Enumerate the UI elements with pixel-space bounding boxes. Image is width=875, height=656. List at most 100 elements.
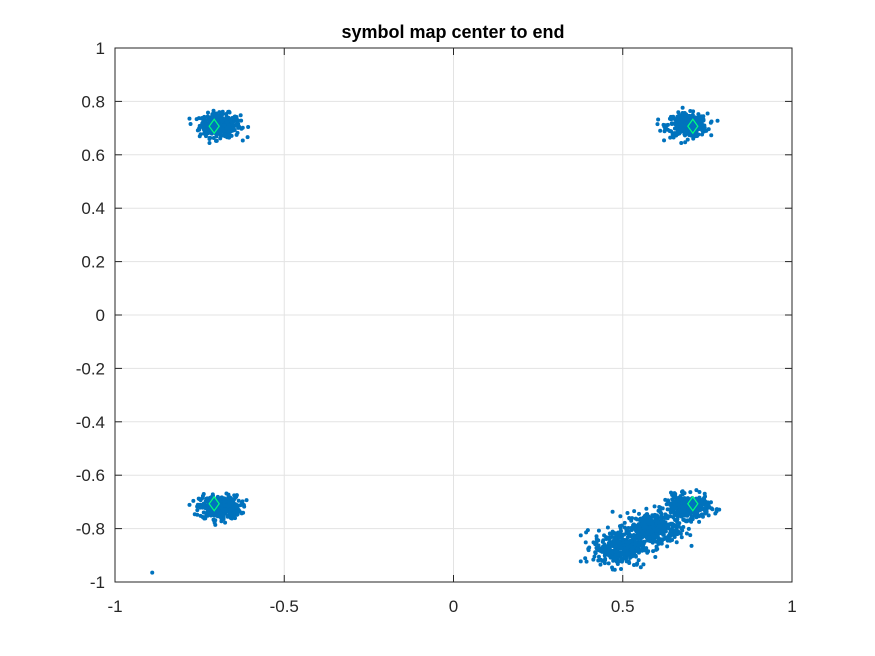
data-point bbox=[647, 535, 652, 540]
data-point bbox=[596, 554, 601, 559]
data-point bbox=[672, 534, 677, 539]
data-point bbox=[675, 502, 680, 507]
data-point bbox=[218, 511, 223, 516]
data-point bbox=[239, 511, 244, 516]
data-point bbox=[667, 129, 672, 134]
data-point bbox=[681, 127, 686, 132]
data-point bbox=[660, 519, 665, 524]
data-point bbox=[228, 118, 233, 123]
data-point bbox=[644, 506, 649, 511]
x-tick-label: -1 bbox=[107, 597, 122, 616]
data-point bbox=[236, 498, 241, 503]
data-point bbox=[671, 500, 676, 505]
data-point bbox=[674, 125, 679, 130]
data-point bbox=[653, 554, 658, 559]
data-point bbox=[613, 537, 618, 542]
data-point bbox=[607, 541, 612, 546]
data-point bbox=[207, 141, 212, 146]
data-point bbox=[209, 130, 214, 135]
data-point bbox=[655, 514, 660, 519]
chart-title: symbol map center to end bbox=[341, 22, 564, 42]
data-point bbox=[205, 110, 210, 115]
data-point bbox=[649, 538, 654, 543]
data-point bbox=[606, 561, 611, 566]
data-point bbox=[697, 489, 702, 494]
x-tick-label: 0 bbox=[449, 597, 458, 616]
data-point bbox=[625, 545, 630, 550]
data-point bbox=[638, 541, 643, 546]
data-point bbox=[685, 512, 690, 517]
data-point bbox=[692, 134, 697, 139]
data-point bbox=[238, 113, 243, 118]
data-point bbox=[684, 531, 689, 536]
data-point bbox=[584, 559, 589, 564]
data-point bbox=[200, 495, 205, 500]
data-point bbox=[206, 115, 211, 120]
data-point bbox=[201, 505, 206, 510]
data-point bbox=[603, 558, 608, 563]
x-axis-ticks: -1 -0.5 0 0.5 1 bbox=[107, 48, 797, 616]
data-point bbox=[656, 524, 661, 529]
data-point bbox=[235, 512, 240, 517]
data-point bbox=[197, 125, 202, 130]
data-point bbox=[236, 121, 241, 126]
data-point bbox=[218, 136, 223, 141]
data-point bbox=[652, 514, 657, 519]
data-point bbox=[244, 498, 249, 503]
data-point bbox=[236, 125, 241, 130]
data-point bbox=[627, 561, 632, 566]
data-point bbox=[701, 125, 706, 130]
y-tick-label: 0.8 bbox=[81, 92, 105, 111]
data-point bbox=[219, 117, 224, 122]
data-point bbox=[637, 525, 642, 530]
data-point bbox=[668, 490, 673, 495]
data-point bbox=[211, 112, 216, 117]
data-point bbox=[673, 122, 678, 127]
data-point bbox=[617, 524, 622, 529]
data-point bbox=[699, 502, 704, 507]
data-point bbox=[203, 134, 208, 139]
data-point bbox=[194, 117, 199, 122]
data-point bbox=[215, 507, 220, 512]
reference-diamond-marker bbox=[208, 495, 220, 512]
data-point bbox=[604, 548, 609, 553]
data-point bbox=[625, 552, 630, 557]
data-point bbox=[705, 111, 710, 116]
data-point bbox=[625, 510, 630, 515]
data-point bbox=[187, 502, 192, 507]
data-point bbox=[641, 525, 646, 530]
data-point bbox=[217, 496, 222, 501]
data-point bbox=[230, 505, 235, 510]
data-point bbox=[675, 529, 680, 534]
data-point bbox=[622, 520, 627, 525]
data-point bbox=[229, 514, 234, 519]
data-point bbox=[198, 513, 203, 518]
data-point bbox=[586, 546, 591, 551]
data-point bbox=[632, 509, 637, 514]
data-point bbox=[200, 121, 205, 126]
data-point bbox=[230, 122, 235, 127]
data-point bbox=[616, 552, 621, 557]
data-point bbox=[669, 117, 674, 122]
data-point bbox=[666, 498, 671, 503]
data-point bbox=[191, 498, 196, 503]
data-point bbox=[688, 490, 693, 495]
data-point bbox=[220, 111, 225, 116]
data-point bbox=[578, 559, 583, 564]
data-point bbox=[672, 133, 677, 138]
data-point bbox=[680, 110, 685, 115]
data-point bbox=[677, 521, 682, 526]
data-point bbox=[212, 520, 217, 525]
data-point bbox=[200, 115, 205, 120]
grid-lines bbox=[114, 47, 793, 583]
x-tick-label: 0.5 bbox=[611, 597, 635, 616]
data-point bbox=[709, 133, 714, 138]
reference-diamond-marker bbox=[687, 118, 699, 135]
data-point bbox=[637, 511, 642, 516]
data-point bbox=[221, 517, 226, 522]
data-point bbox=[195, 512, 200, 517]
data-point bbox=[610, 567, 615, 572]
data-point bbox=[638, 565, 643, 570]
data-point bbox=[591, 540, 596, 545]
data-point bbox=[652, 504, 657, 509]
